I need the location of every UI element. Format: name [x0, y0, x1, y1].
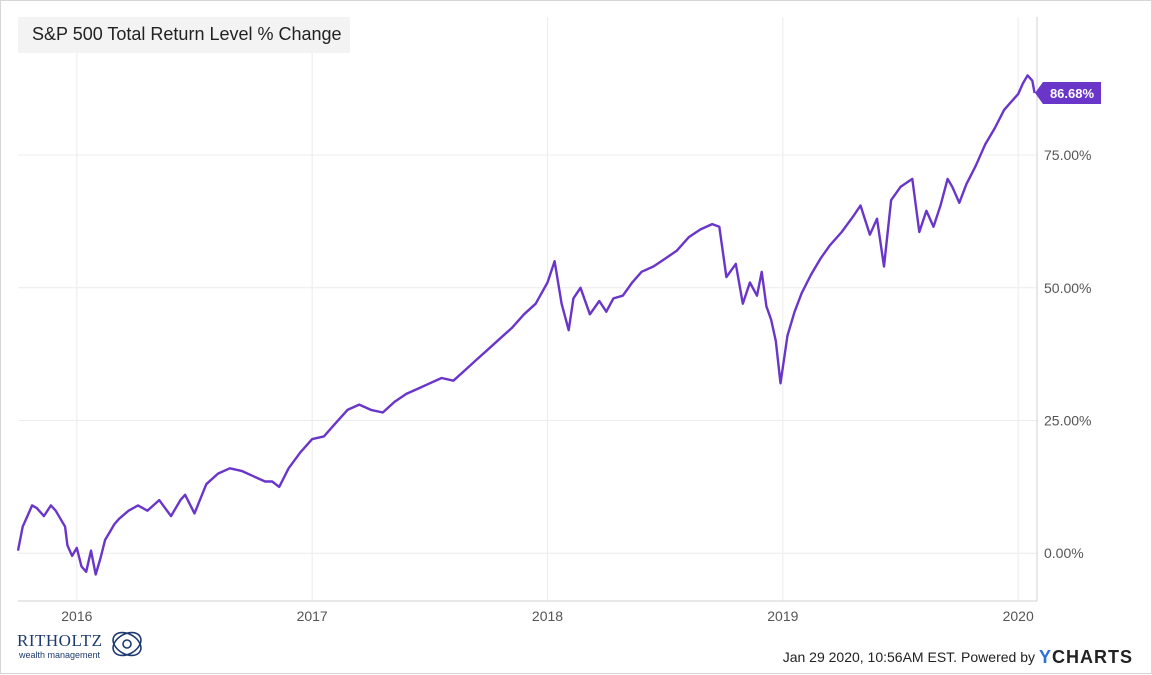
- x-tick-label: 2018: [532, 608, 563, 624]
- ritholtz-logo: RITHOLTZ wealth management: [17, 625, 147, 665]
- ritholtz-globe-icon: [112, 631, 142, 657]
- label-layer: 86.68%: [1035, 82, 1101, 105]
- last-value-label: 86.68%: [1050, 86, 1095, 101]
- y-tick-label: 25.00%: [1044, 412, 1091, 428]
- powered-by-text: Powered by: [961, 649, 1035, 665]
- x-tick-label: 2017: [297, 608, 328, 624]
- y-tick-label: 50.00%: [1044, 280, 1091, 296]
- last-value-tag: [1035, 82, 1101, 105]
- y-tick-label: 75.00%: [1044, 147, 1091, 163]
- chart-title: S&P 500 Total Return Level % Change: [32, 24, 342, 44]
- series-line: [16, 74, 1036, 576]
- ritholtz-brand-subtitle: wealth management: [19, 650, 101, 660]
- grid-layer: [18, 17, 1037, 601]
- ritholtz-brand-text: RITHOLTZ: [17, 631, 103, 650]
- chart-title-box: S&P 500 Total Return Level % Change: [18, 17, 350, 53]
- ycharts-y-mark: Y: [1038, 646, 1052, 667]
- x-tick-label: 2016: [61, 608, 92, 624]
- x-tick-label: 2019: [767, 608, 798, 624]
- y-tick-label: 0.00%: [1044, 545, 1084, 561]
- series-layer: [16, 74, 1036, 576]
- ycharts-wordmark: CHARTS: [1052, 646, 1133, 667]
- axis-layer: 0.00% 25.00% 50.00% 75.00% 2016 2017 2018 2019 2…: [18, 17, 1091, 624]
- chart-timestamp: Jan 29 2020, 10:56AM EST.: [782, 649, 958, 665]
- chart-footer: Jan 29 2020, 10:56AM EST. Powered by Y C…: [783, 645, 1133, 669]
- x-tick-label: 2020: [1003, 608, 1034, 624]
- ycharts-logo[interactable]: Y CHARTS: [1039, 647, 1133, 668]
